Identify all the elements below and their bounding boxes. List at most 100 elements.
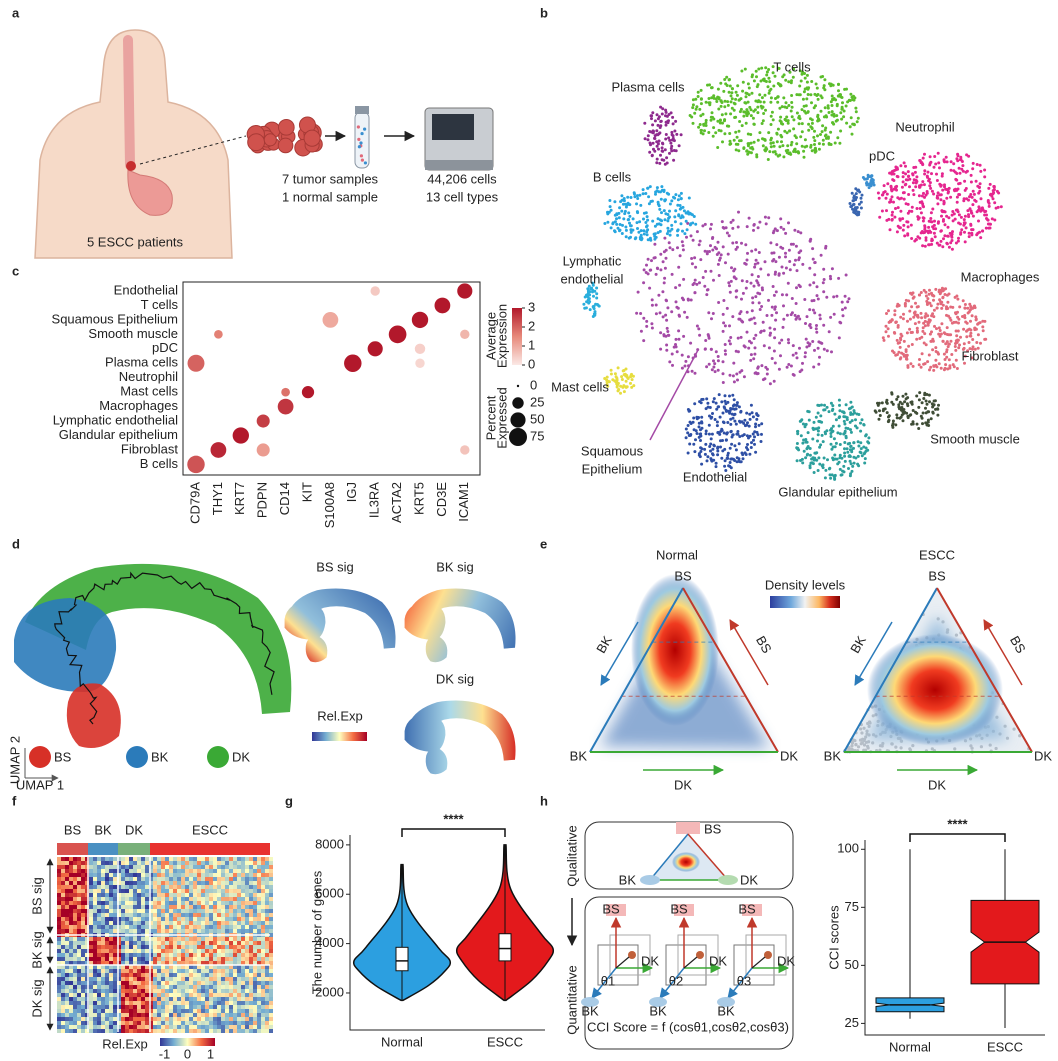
heat-cell: [85, 1029, 89, 1033]
heat-cell: [89, 913, 93, 917]
heat-cell: [105, 953, 109, 957]
cell-point: [691, 103, 695, 107]
cell-point: [810, 457, 814, 461]
cell-point: [906, 225, 910, 229]
heat-cell: [185, 1029, 189, 1033]
cell-point: [837, 276, 841, 280]
heat-cell: [125, 901, 129, 905]
heat-cell: [89, 993, 93, 997]
heat-cell: [161, 977, 165, 981]
panel-letter: b: [540, 5, 548, 20]
cell-point: [954, 358, 958, 362]
legend-label: 25: [530, 394, 544, 409]
heat-cell: [161, 857, 165, 861]
heat-cell: [109, 973, 113, 977]
cell-point: [631, 217, 635, 221]
cell-point: [926, 410, 930, 414]
cell-point: [778, 341, 782, 345]
heat-cell: [89, 1025, 93, 1029]
heat-cell: [57, 885, 61, 889]
heat-cell: [73, 977, 77, 981]
cell-point: [761, 288, 764, 292]
heat-cell: [69, 881, 73, 885]
cell-point: [956, 297, 960, 301]
cell-point: [946, 191, 950, 195]
heat-cell: [69, 985, 73, 989]
heat-cell: [189, 857, 193, 861]
heat-cell: [169, 897, 173, 901]
heat-cell: [165, 969, 169, 973]
density-point: [878, 748, 882, 752]
cell-point: [788, 268, 792, 272]
cell-point: [664, 123, 668, 127]
cell-point: [940, 306, 944, 310]
cell-point: [968, 207, 972, 211]
dot: [281, 387, 290, 397]
cell-point: [659, 120, 663, 123]
cell-point: [755, 413, 759, 417]
cell-point: [935, 172, 938, 176]
cell-point: [748, 417, 752, 421]
cell-point: [710, 86, 713, 90]
heat-cell: [153, 945, 157, 949]
cell-point: [588, 308, 592, 312]
heat-cell: [89, 1017, 93, 1021]
cell-point: [665, 343, 669, 347]
cell-point: [944, 363, 948, 367]
cell-point: [818, 313, 822, 317]
heat-cell: [97, 885, 101, 889]
arrow-label: BK: [847, 633, 869, 656]
cell-point: [773, 272, 777, 276]
cell-point: [795, 356, 799, 360]
heat-cell: [65, 877, 69, 881]
heat-cell: [57, 1001, 61, 1005]
cell-point: [932, 368, 936, 372]
cell-point: [732, 380, 736, 384]
heat-cell: [161, 993, 165, 997]
heat-cell: [161, 1017, 165, 1021]
cell-point: [712, 94, 716, 98]
heat-cell: [81, 873, 85, 877]
heat-cell: [189, 913, 193, 917]
cell-point: [897, 403, 901, 407]
cell-point: [753, 108, 757, 112]
heat-cell: [93, 1009, 97, 1013]
heat-cell: [73, 957, 77, 961]
heat-cell: [73, 941, 77, 945]
cell-point: [926, 170, 930, 174]
heat-cell: [201, 885, 205, 889]
cell-point: [736, 430, 740, 433]
cell-point: [901, 175, 905, 179]
cell-point: [729, 112, 733, 116]
heat-cell: [133, 925, 137, 929]
cell-point: [794, 244, 798, 248]
cell-point: [736, 350, 740, 354]
heat-cell: [137, 969, 141, 973]
cell-point: [987, 186, 991, 190]
heat-cell: [141, 901, 145, 905]
cell-point: [643, 137, 647, 141]
cell-point: [809, 93, 813, 97]
dot: [187, 354, 205, 372]
heat-cell: [153, 893, 157, 897]
cell-point: [844, 273, 848, 277]
heat-cell: [193, 861, 197, 865]
cell-point: [849, 205, 853, 209]
cell-point: [782, 73, 786, 77]
cell-point: [932, 231, 936, 235]
heat-cell: [185, 921, 189, 925]
cell-point: [654, 303, 658, 307]
cell-point: [835, 114, 839, 118]
heat-cell: [177, 873, 181, 877]
cell-point: [899, 356, 903, 360]
heat-cell: [157, 869, 161, 873]
heat-cell: [165, 885, 169, 889]
cell-point: [756, 111, 760, 115]
heat-cell: [173, 1029, 177, 1033]
heat-cell: [125, 961, 129, 965]
cell-point: [951, 210, 955, 213]
heat-cell: [125, 897, 129, 901]
density-point: [930, 747, 934, 751]
cell-point: [720, 400, 724, 404]
cell-point: [959, 231, 963, 235]
